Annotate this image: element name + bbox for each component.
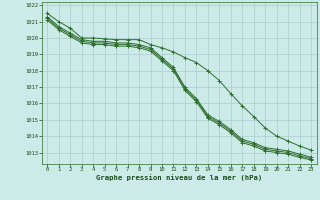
X-axis label: Graphe pression niveau de la mer (hPa): Graphe pression niveau de la mer (hPa)	[96, 174, 262, 181]
